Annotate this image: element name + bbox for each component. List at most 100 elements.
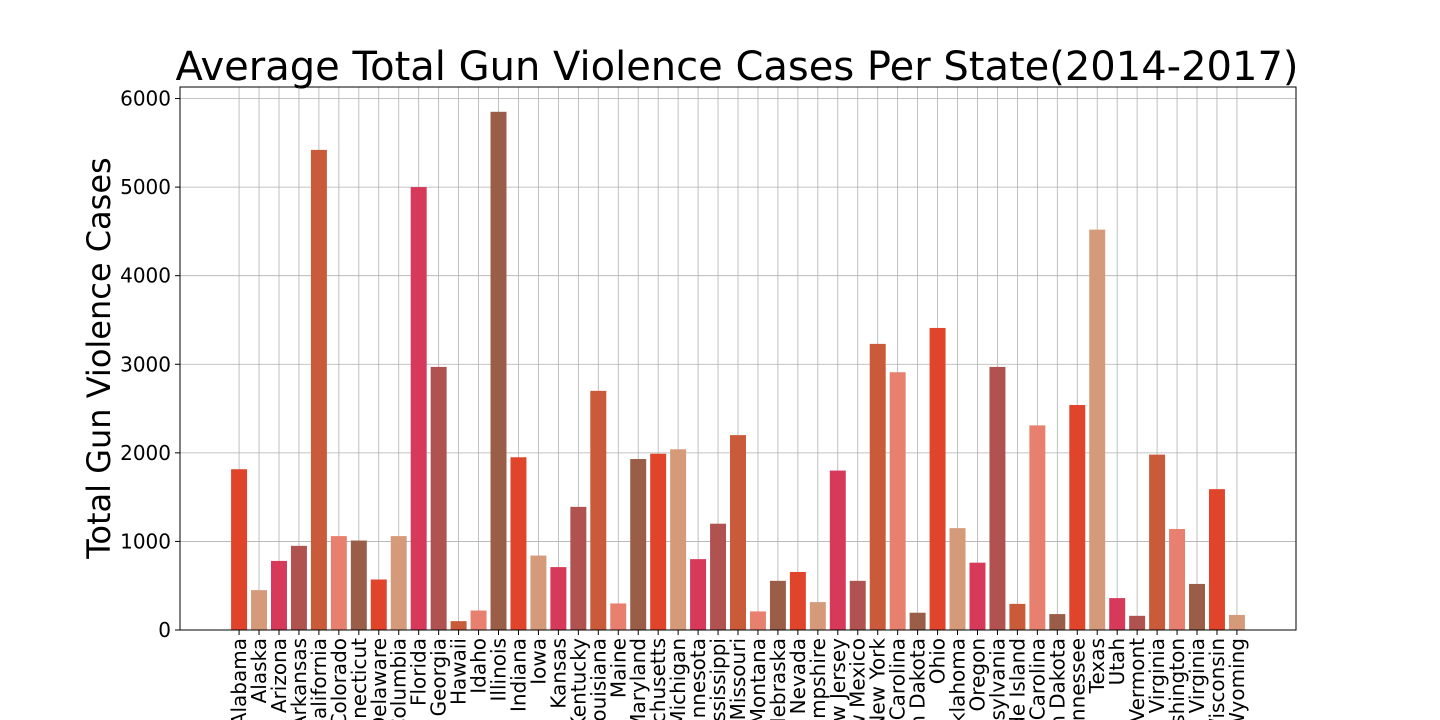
y-tick-label: 2000 bbox=[120, 441, 171, 465]
x-tick-label: Arkansas bbox=[287, 638, 311, 720]
bar bbox=[710, 523, 727, 630]
bar bbox=[330, 536, 347, 630]
bar bbox=[1129, 615, 1146, 630]
bar bbox=[1009, 603, 1026, 630]
bar bbox=[869, 343, 886, 630]
x-tick-label: New York bbox=[866, 638, 890, 720]
x-tick-label: Oregon bbox=[965, 638, 989, 711]
bar bbox=[809, 602, 826, 630]
bar bbox=[490, 111, 507, 630]
bar bbox=[730, 435, 746, 630]
bar bbox=[849, 580, 866, 630]
bar bbox=[350, 540, 367, 630]
bar bbox=[231, 469, 248, 630]
bar bbox=[1069, 405, 1086, 630]
x-tick-label: Minnesota bbox=[686, 638, 710, 720]
bar bbox=[989, 366, 1006, 630]
bar bbox=[271, 560, 287, 630]
bar bbox=[570, 506, 587, 630]
x-tick-label: Ohio bbox=[926, 638, 950, 684]
x-tick-label: Georgia bbox=[427, 638, 451, 716]
x-tick-label: North Dakota bbox=[906, 638, 930, 720]
x-tick-label: Arizona bbox=[267, 638, 291, 713]
x-tick-label: North Carolina bbox=[886, 638, 910, 720]
bar bbox=[1149, 454, 1166, 630]
bar bbox=[390, 536, 407, 630]
bar bbox=[909, 612, 926, 630]
x-tick-label: Louisiana bbox=[586, 638, 610, 720]
x-tick-label: South Carolina bbox=[1025, 638, 1049, 720]
y-tick-label: 6000 bbox=[120, 87, 171, 111]
x-tick-label: Missouri bbox=[726, 638, 750, 720]
bar bbox=[929, 327, 946, 630]
x-tick-label: Indiana bbox=[506, 638, 530, 712]
x-tick-label: New Jersey bbox=[826, 638, 850, 720]
x-tick-label: Texas bbox=[1085, 638, 1109, 694]
x-tick-label: Massachusetts bbox=[646, 638, 670, 720]
bar bbox=[1189, 583, 1205, 630]
bar bbox=[430, 366, 447, 630]
chart-title: Average Total Gun Violence Cases Per Sta… bbox=[175, 44, 1298, 90]
x-tick-label: Colorado bbox=[327, 638, 351, 720]
bar bbox=[889, 372, 906, 630]
x-tick-label: California bbox=[307, 638, 331, 720]
x-tick-label: Kentucky bbox=[566, 638, 590, 720]
x-tick-label: Wisconsin bbox=[1205, 638, 1229, 720]
bar bbox=[550, 567, 567, 630]
bar bbox=[1089, 229, 1106, 631]
x-tick-label: New Hampshire bbox=[806, 638, 830, 720]
x-tick-label: Delaware bbox=[367, 638, 391, 720]
bar bbox=[590, 390, 607, 630]
bar bbox=[1109, 598, 1126, 630]
x-tick-label: Wyoming bbox=[1225, 638, 1249, 720]
y-tick-label: 4000 bbox=[120, 264, 171, 288]
x-tick-label: Washington bbox=[1165, 638, 1189, 720]
x-tick-label: Mississippi bbox=[706, 638, 730, 720]
bar bbox=[290, 545, 307, 630]
x-tick-label: Maine bbox=[606, 638, 630, 698]
bar bbox=[749, 611, 766, 630]
x-tick-label: Florida bbox=[407, 638, 431, 706]
bar bbox=[610, 603, 627, 630]
x-tick-label: Oklahoma bbox=[946, 638, 970, 720]
x-tick-label: Rhode Island bbox=[1005, 638, 1029, 720]
bar bbox=[410, 187, 427, 630]
bar bbox=[1049, 614, 1066, 630]
bar bbox=[1208, 489, 1225, 630]
x-tick-label: Nebraska bbox=[766, 638, 790, 720]
x-tick-label: New Mexico bbox=[846, 638, 870, 720]
x-tick-label: District of Columbia bbox=[387, 638, 411, 720]
x-tick-label: Virginia bbox=[1145, 638, 1169, 713]
x-tick-label: Iowa bbox=[526, 638, 550, 685]
bar bbox=[829, 470, 846, 630]
bar bbox=[1029, 425, 1046, 630]
bar bbox=[769, 580, 786, 630]
x-tick-label: Hawaii bbox=[447, 638, 471, 705]
x-tick-label: Michigan bbox=[666, 638, 690, 720]
x-tick-label: Nevada bbox=[786, 638, 810, 714]
bar bbox=[789, 571, 806, 630]
bar bbox=[251, 590, 268, 630]
bar bbox=[650, 453, 667, 630]
bar bbox=[450, 621, 467, 630]
x-tick-label: Tennessee bbox=[1065, 638, 1089, 720]
x-tick-label: Pennsylvania bbox=[985, 638, 1009, 720]
x-tick-label: Vermont bbox=[1125, 638, 1149, 720]
x-tick-label: Montana bbox=[746, 638, 770, 720]
bar bbox=[690, 559, 707, 630]
x-tick-label: West Virginia bbox=[1185, 638, 1209, 720]
bar bbox=[670, 449, 687, 630]
x-tick-label: Illinois bbox=[487, 638, 511, 701]
bar bbox=[969, 562, 986, 630]
y-tick-label: 3000 bbox=[120, 352, 171, 376]
bar bbox=[530, 555, 547, 630]
y-axis-label: Total Gun Violence Cases bbox=[80, 157, 118, 559]
bar bbox=[630, 459, 647, 630]
y-tick-label: 5000 bbox=[120, 175, 171, 199]
bar bbox=[949, 528, 966, 630]
plot-frame bbox=[179, 86, 1297, 631]
x-tick-label: Kansas bbox=[546, 638, 570, 709]
y-tick-label: 1000 bbox=[120, 529, 171, 553]
